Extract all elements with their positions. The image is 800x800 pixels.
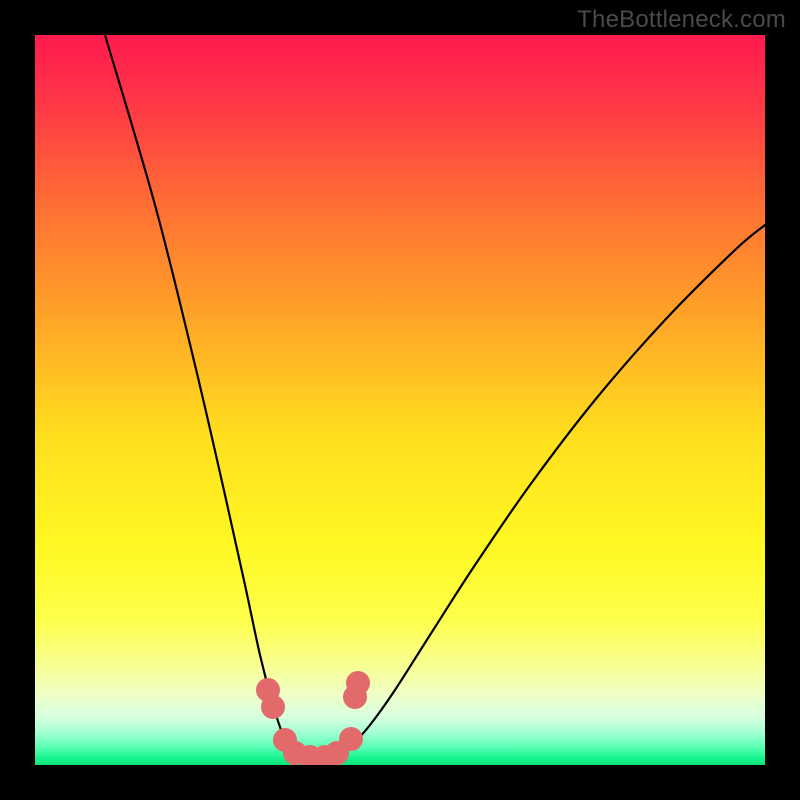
- watermark-text: TheBottleneck.com: [577, 6, 786, 34]
- data-marker: [346, 671, 370, 695]
- data-marker: [261, 695, 285, 719]
- chart-frame: TheBottleneck.com: [0, 0, 800, 800]
- data-marker: [339, 727, 363, 751]
- gradient-background: [35, 35, 765, 765]
- plot-area: [35, 35, 765, 765]
- bottleneck-curve-chart: [35, 35, 765, 765]
